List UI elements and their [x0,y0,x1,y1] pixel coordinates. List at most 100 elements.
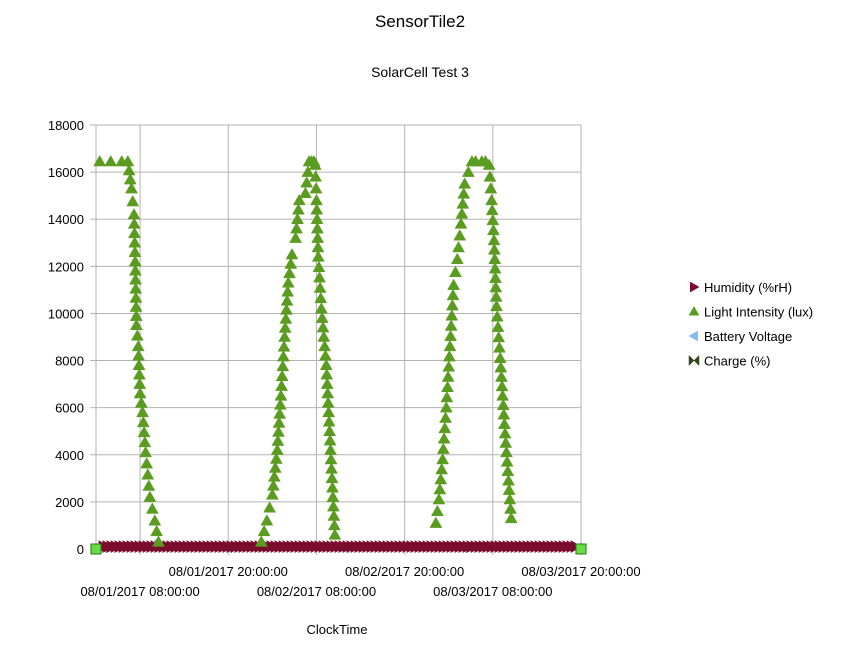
data-point-fill [291,203,305,215]
y-axis-ticks: 0 2000 4000 6000 8000 10000 12000 14000 16000 180… [48,118,84,557]
data-point-fill [267,470,281,482]
legend: Humidity (%rH) Light Intensity (lux) Batte… [688,280,813,369]
data-point-fill [434,473,448,485]
data-point-fill [485,203,499,216]
x-axis-ticks: 08/01/2017 08:00:00 08/01/2017 20:00:00 08… [80,564,640,599]
data-point [131,339,145,352]
data-point [458,177,472,189]
data-point [439,401,453,413]
data-point-fill [494,361,508,373]
data-point-fill [489,281,503,293]
data-point-fill [276,350,290,362]
data-point-fill [275,369,289,382]
data-point-fill [281,285,295,297]
data-point-fill [309,182,323,194]
data-point-fill [487,223,500,236]
data-point [125,182,138,194]
data-point-fill [435,462,449,475]
endpoint-marker [90,543,102,555]
y-tick-label: 16000 [48,165,84,180]
data-point-fill [499,445,513,458]
data-point [311,250,325,262]
data-point [139,445,153,458]
data-point-fill [496,398,510,411]
data-point-fill [311,231,325,243]
y-tick-label: 14000 [48,212,84,227]
data-point-fill [313,281,327,293]
data-point-fill [493,341,506,353]
x-tick-label: 08/01/2017 20:00:00 [169,564,288,579]
data-point [504,511,518,524]
data-point [314,302,328,314]
data-point-fill [320,368,334,380]
data-point [136,405,149,418]
data-point-fill [442,360,456,372]
data-point-fill [136,415,150,428]
data-point [133,387,147,399]
data-point [299,186,312,199]
data-point-fill [140,457,154,469]
legend-item: Light Intensity (lux) [688,305,813,320]
data-point-fill [455,207,469,219]
data-point [487,233,501,246]
data-point-fill [502,483,516,495]
data-point-fill [491,320,505,332]
data-point-fill [494,370,508,382]
y-tick-label: 6000 [55,401,84,416]
data-point-fill [323,424,337,436]
data-point-fill [483,170,497,182]
data-point [429,516,443,528]
legend-label: Charge (%) [704,354,770,369]
data-point-fill [495,379,509,392]
data-point-fill [278,321,292,333]
legend-item: Charge (%) [688,354,770,369]
data-point-fill [272,416,286,428]
data-point-fill [310,212,324,224]
data-point [285,248,299,260]
legend-item: Humidity (%rH) [690,280,792,295]
data-point-fill [449,265,462,277]
legend-label: Light Intensity (lux) [704,305,813,320]
data-point-fill [503,493,517,505]
data-point-fill [132,349,146,361]
y-tick-label: 4000 [55,448,84,463]
data-point-fill [284,257,298,269]
data-point-fill [280,303,293,315]
data-point-fill [126,195,140,207]
data-point [482,158,496,170]
data-point [143,490,157,502]
data-point-fill [484,182,498,194]
data-point-fill [487,243,501,255]
data-point [490,299,503,312]
chart-subtitle: SolarCell Test 3 [371,64,469,80]
data-point-fill [317,330,331,342]
data-point-fill [142,479,156,491]
data-point [104,155,118,167]
chart-title: SensorTile2 [375,12,465,31]
data-point-fill [496,389,510,401]
data-point-fill [497,408,511,420]
data-point [265,488,279,500]
data-point [148,514,162,526]
data-point [292,193,306,206]
data-point-fill [310,203,324,215]
data-point [432,493,446,505]
series [98,540,582,554]
legend-item: Battery Voltage [688,329,792,344]
data-point-fill [445,299,459,311]
data-point-fill [266,479,280,491]
data-point [129,318,143,330]
data-point-fill [501,464,515,477]
data-point-fill [134,396,148,408]
data-point [93,155,107,167]
data-point-fill [128,245,142,257]
x-tick-label: 08/02/2017 20:00:00 [345,564,464,579]
data-point-fill [321,387,335,399]
data-point-fill [133,377,147,389]
data-point [310,193,323,206]
data-point [254,535,268,547]
data-point-fill [488,252,502,265]
data-point-fill [275,379,288,391]
data-point [485,193,499,206]
plot-area [90,155,587,555]
